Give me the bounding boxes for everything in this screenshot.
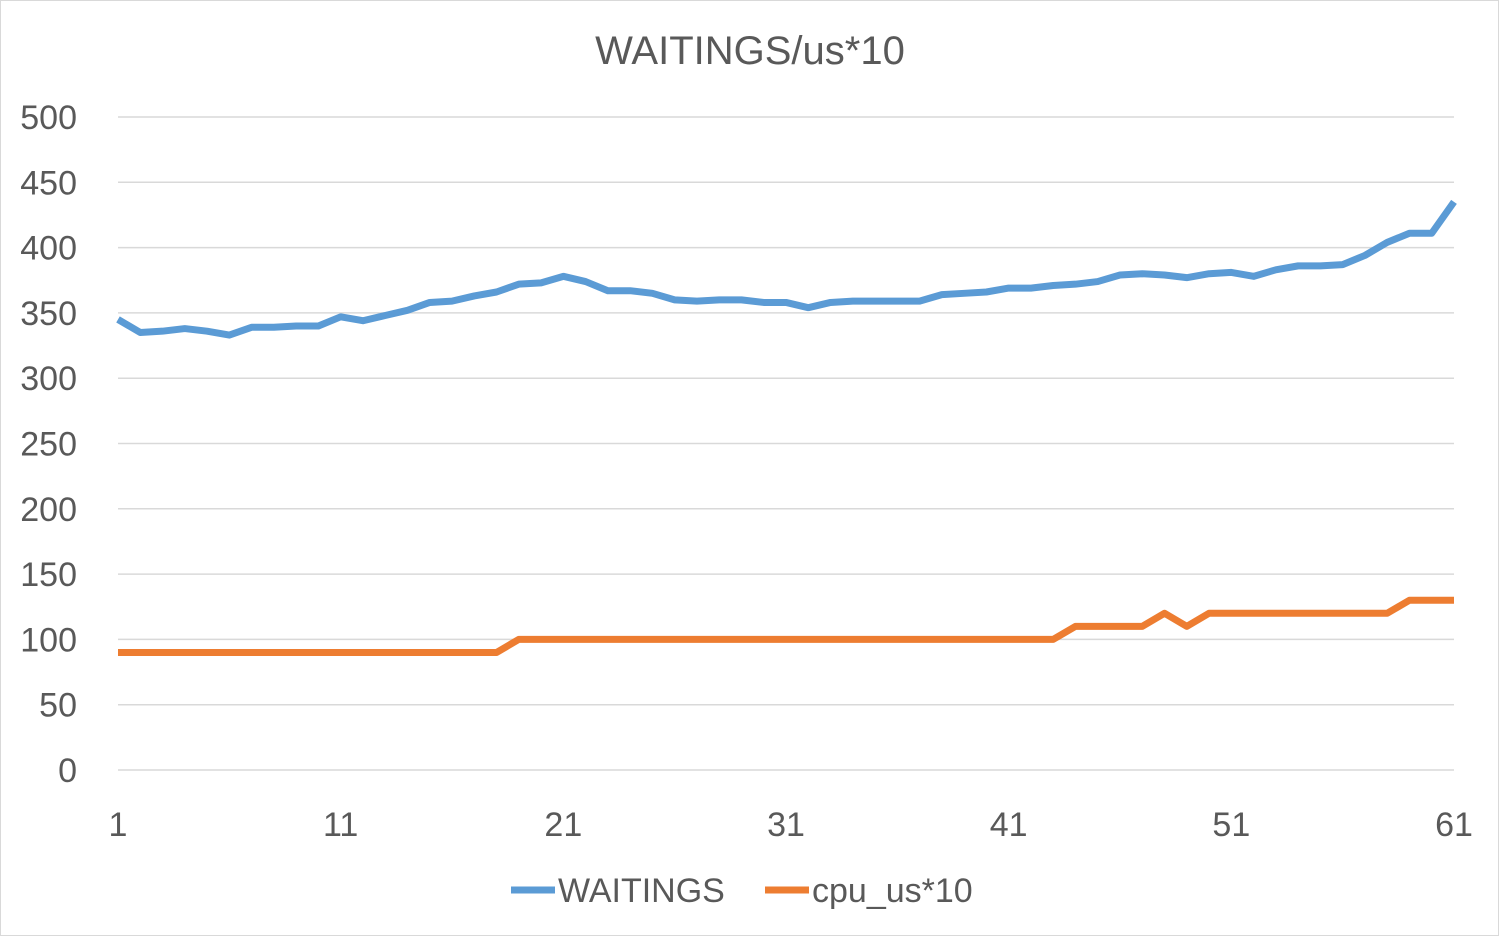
y-tick-label: 400 bbox=[20, 230, 77, 268]
series-lines bbox=[116, 199, 1457, 656]
x-tick-label: 61 bbox=[1435, 806, 1473, 844]
y-axis-tick-labels: 0 50 100 150 200 250 300 350 400 450 500 bbox=[20, 99, 77, 790]
x-tick-label: 41 bbox=[990, 806, 1028, 844]
y-tick-label: 100 bbox=[20, 621, 77, 659]
legend-label-cpu-us: cpu_us*10 bbox=[812, 872, 973, 910]
x-tick-label: 11 bbox=[323, 806, 358, 844]
x-tick-label: 1 bbox=[109, 806, 128, 844]
x-tick-label: 31 bbox=[767, 806, 805, 844]
y-tick-label: 350 bbox=[20, 295, 77, 333]
x-tick-label: 51 bbox=[1212, 806, 1250, 844]
y-tick-label: 50 bbox=[39, 687, 77, 725]
series-line-cpu-us bbox=[118, 596, 1454, 656]
chart-title: WAITINGS/us*10 bbox=[595, 29, 905, 73]
y-tick-label: 200 bbox=[20, 491, 77, 529]
gridlines bbox=[118, 116, 1454, 771]
x-axis-tick-labels: 1 11 21 31 41 51 61 bbox=[109, 806, 1473, 844]
legend-label-waitings: WAITINGS bbox=[558, 872, 725, 910]
y-tick-label: 300 bbox=[20, 360, 77, 398]
series-line-waitings bbox=[116, 199, 1457, 339]
y-tick-label: 450 bbox=[20, 164, 77, 202]
x-tick-label: 21 bbox=[544, 806, 582, 844]
y-tick-label: 0 bbox=[58, 752, 77, 790]
y-tick-label: 500 bbox=[20, 99, 77, 137]
legend: WAITINGS cpu_us*10 bbox=[511, 872, 973, 910]
y-tick-label: 150 bbox=[20, 556, 77, 594]
y-tick-label: 250 bbox=[20, 426, 77, 464]
